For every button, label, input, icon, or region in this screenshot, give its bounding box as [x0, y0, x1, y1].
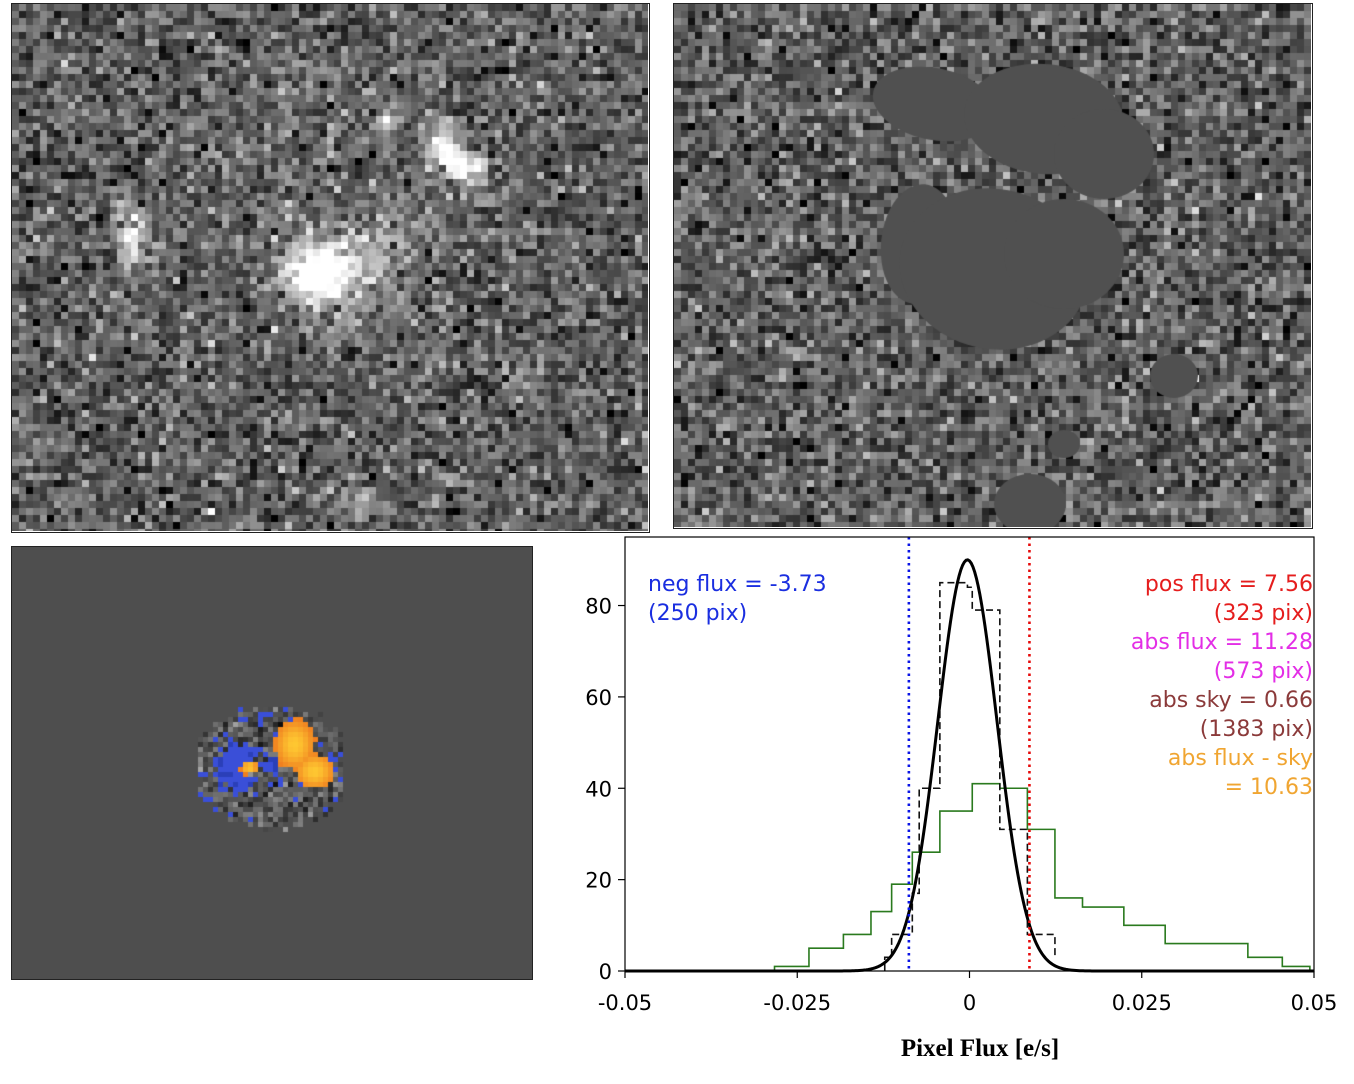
- y-tick-label: 80: [585, 595, 612, 619]
- annotation-text: (573 pix): [1214, 659, 1313, 684]
- y-tick-label: 20: [585, 869, 612, 893]
- sky-histogram-step: [883, 581, 1056, 972]
- annotation-text: = 10.63: [1225, 775, 1313, 800]
- y-tick-label: 40: [585, 777, 612, 801]
- annotation-text: abs flux - sky: [1168, 746, 1313, 771]
- annotation-text: (250 pix): [648, 601, 747, 626]
- histogram-chart: -0.05 -0.025 0 0.025 0.05 0 20 40 60 80 neg flux =…: [585, 536, 1338, 1062]
- x-tick-label: -0.025: [763, 991, 831, 1015]
- masked-sky-panel: [673, 3, 1313, 529]
- x-axis-label: Pixel Flux [e/s]: [901, 1035, 1059, 1062]
- annotation-text: abs flux = 11.28: [1131, 630, 1313, 655]
- annotation-text: neg flux = -3.73: [648, 572, 827, 597]
- residual-flux-panel: [11, 546, 533, 980]
- source-histogram-step: [625, 782, 1311, 972]
- x-tick-label: -0.05: [598, 991, 652, 1015]
- galaxy-image: [12, 4, 648, 531]
- residual-flux-map: [12, 547, 531, 978]
- annotation-text: pos flux = 7.56: [1145, 572, 1313, 597]
- x-tick-label: 0.025: [1112, 991, 1172, 1015]
- annotation-text: (1383 pix): [1200, 717, 1313, 742]
- annotation-text: (323 pix): [1214, 601, 1313, 626]
- x-tick-label: 0.05: [1291, 991, 1338, 1015]
- pixel-flux-histogram: -0.05 -0.025 0 0.025 0.05 0 20 40 60 80 neg flux =…: [548, 528, 1354, 1080]
- original-image-panel: [11, 3, 650, 533]
- masked-sky-image: [674, 4, 1311, 527]
- y-tick-label: 0: [599, 960, 612, 984]
- annotation-text: abs sky = 0.66: [1149, 688, 1313, 713]
- x-tick-label: 0: [963, 991, 976, 1015]
- y-tick-label: 60: [585, 686, 612, 710]
